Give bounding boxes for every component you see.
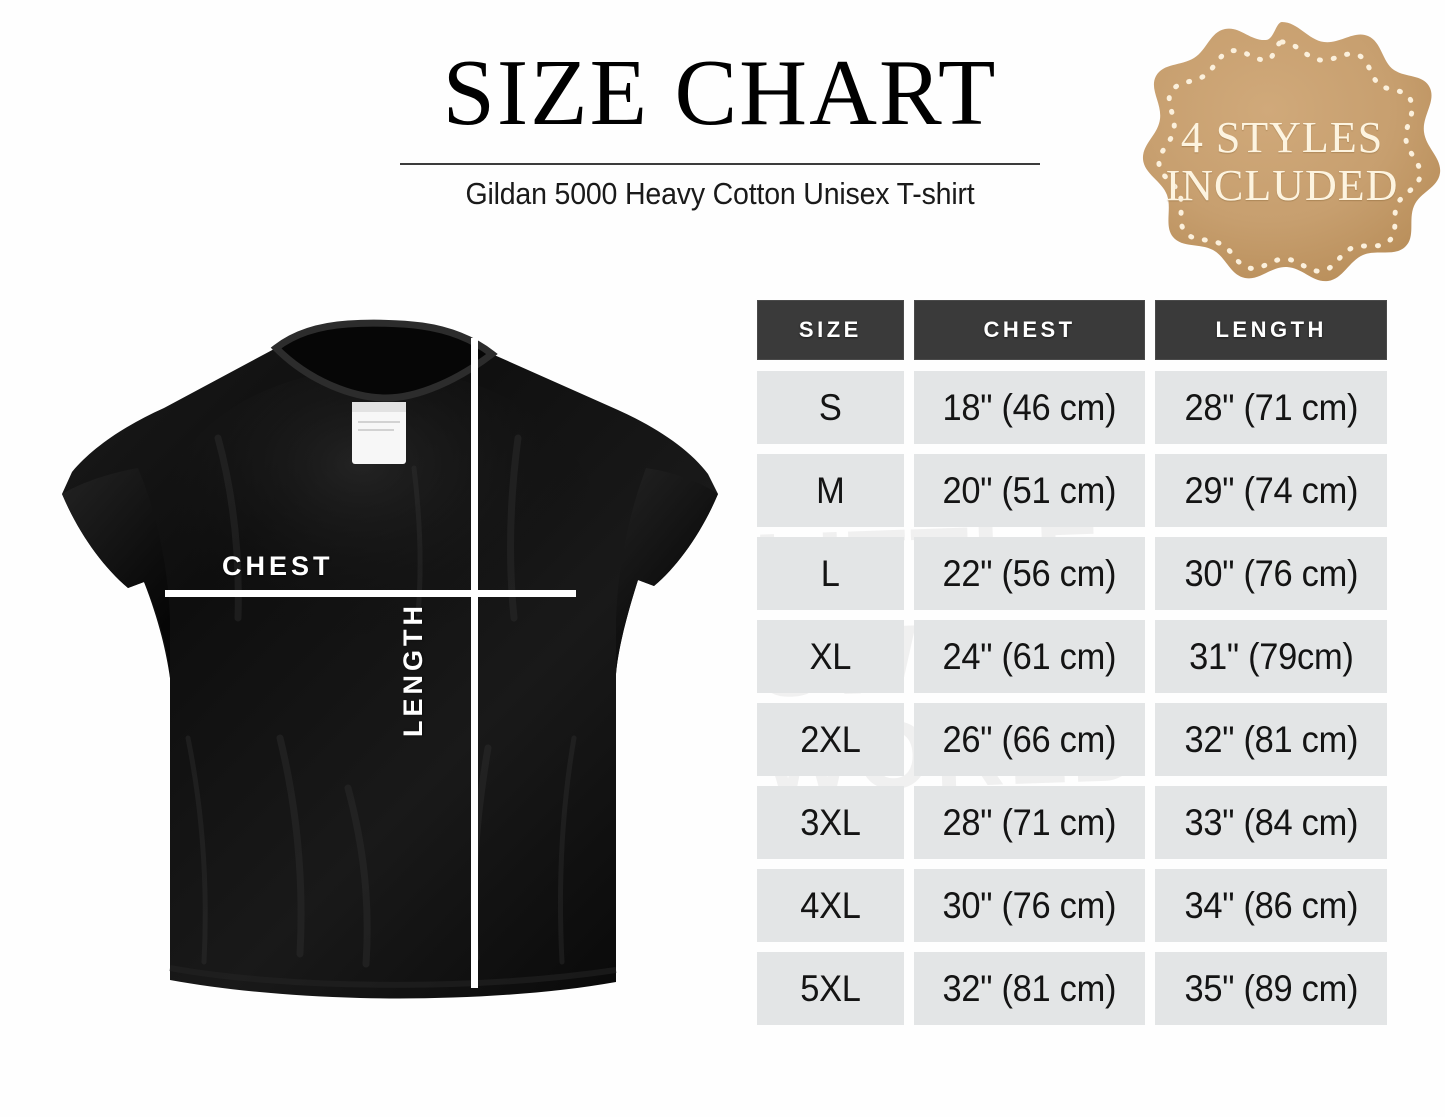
tshirt-neck-label [352,402,406,464]
table-row: 3XL 28" (71 cm) 33" (84 cm) [757,786,1388,859]
tshirt-right-sleeve [616,468,718,674]
table-row: XL 24" (61 cm) 31" (79cm) [757,620,1388,693]
cell-length: 31" (79cm) [1155,620,1388,693]
cell-size: S [757,371,904,444]
cell-chest: 28" (71 cm) [913,786,1146,859]
cell-length: 32" (81 cm) [1155,703,1388,776]
tshirt-hem [169,965,617,988]
page-title: SIZE CHART [442,41,998,145]
cell-chest: 20" (51 cm) [913,454,1146,527]
badge-line-2: INCLUDED [1165,160,1399,210]
badge-seal-shape [1142,22,1441,282]
cell-chest: 22" (56 cm) [913,537,1146,610]
cell-size: 2XL [757,703,904,776]
length-measurement-label: LENGTH [398,602,428,737]
table-row: 2XL 26" (66 cm) 32" (81 cm) [757,703,1388,776]
styles-included-badge: 4 STYLES INCLUDED [1122,18,1442,294]
tshirt-highlight [158,368,598,688]
cell-size: 5XL [757,952,904,1025]
cell-length: 33" (84 cm) [1155,786,1388,859]
cell-length: 29" (74 cm) [1155,454,1388,527]
table-row: M 20" (51 cm) 29" (74 cm) [757,454,1388,527]
badge-text: 4 STYLES INCLUDED [1122,114,1442,209]
cell-length: 28" (71 cm) [1155,371,1388,444]
table-row: 5XL 32" (81 cm) 35" (89 cm) [757,952,1388,1025]
cell-chest: 18" (46 cm) [913,371,1146,444]
column-header-size: SIZE [757,300,904,360]
cell-size: L [757,537,904,610]
table-row: 4XL 30" (76 cm) 34" (86 cm) [757,869,1388,942]
tshirt-collar [270,319,498,402]
table-row: S 18" (46 cm) 28" (71 cm) [757,371,1388,444]
cell-size: M [757,454,904,527]
cell-size: 4XL [757,869,904,942]
size-table: SIZE CHEST LENGTH S 18" (46 cm) 28" (71 … [757,300,1388,1035]
cell-length: 35" (89 cm) [1155,952,1388,1025]
chest-guide-line [165,590,576,597]
chest-measurement-label: CHEST [222,551,334,581]
tshirt-illustration [18,318,738,1008]
cell-size: XL [757,620,904,693]
page-subtitle: Gildan 5000 Heavy Cotton Unisex T-shirt [465,176,975,211]
column-header-length: LENGTH [1155,300,1388,360]
cell-length: 30" (76 cm) [1155,537,1388,610]
cell-size: 3XL [757,786,904,859]
column-header-chest: CHEST [913,300,1146,360]
title-divider [400,163,1040,165]
table-header-row: SIZE CHEST LENGTH [757,300,1388,360]
cell-chest: 24" (61 cm) [913,620,1146,693]
cell-chest: 30" (76 cm) [913,869,1146,942]
cell-length: 34" (86 cm) [1155,869,1388,942]
tshirt-folds-light [185,465,577,965]
cell-chest: 32" (81 cm) [913,952,1146,1025]
badge-line-1: 4 STYLES [1180,113,1384,162]
tshirt-left-sleeve [62,468,170,678]
length-guide-line [471,338,478,988]
cell-chest: 26" (66 cm) [913,703,1146,776]
badge-dotted-border [1156,39,1423,274]
table-row: L 22" (56 cm) 30" (76 cm) [757,537,1388,610]
